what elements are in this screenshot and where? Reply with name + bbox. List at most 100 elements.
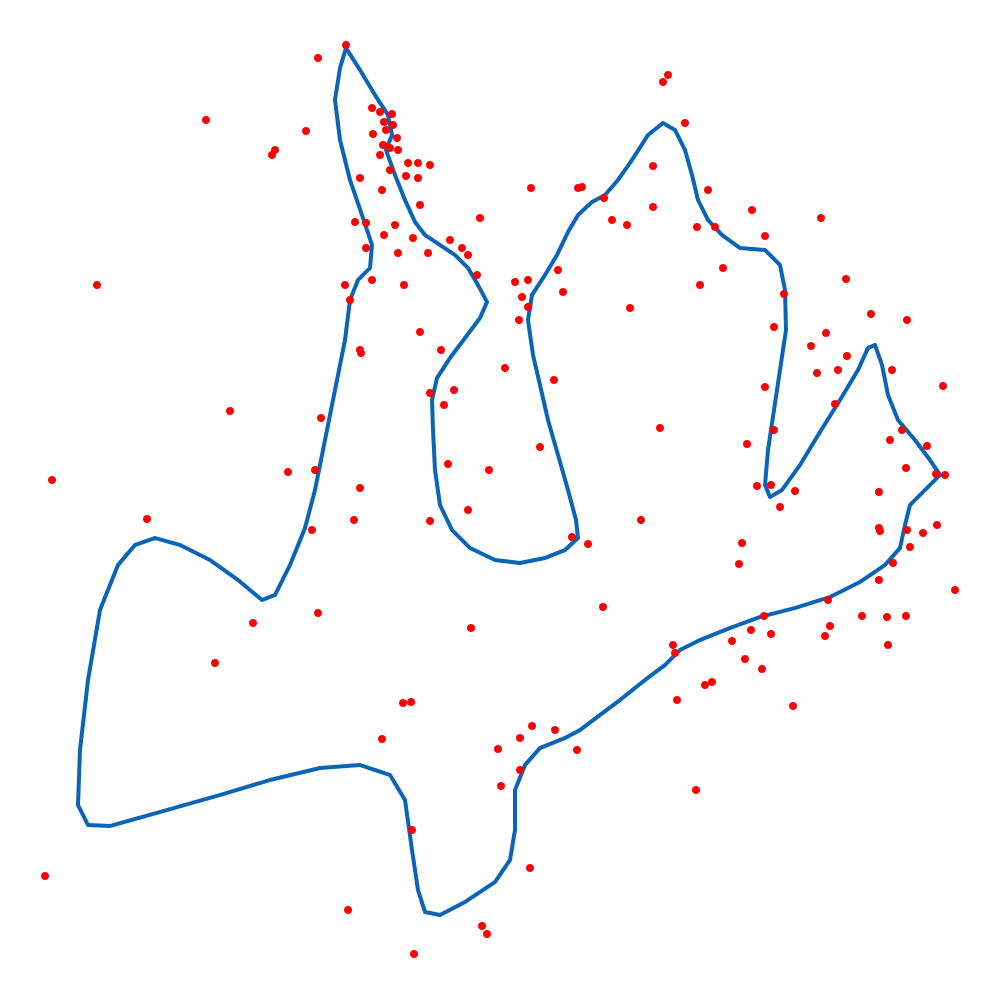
point [311,466,319,474]
point [559,288,567,296]
point [464,251,472,259]
point [524,303,532,311]
point [770,426,778,434]
point [494,745,502,753]
point [356,484,364,492]
point [884,641,892,649]
point [497,782,505,790]
point [249,619,257,627]
point [875,576,883,584]
point [761,383,769,391]
point [399,699,407,707]
point [748,206,756,214]
point [369,130,377,138]
point [346,296,354,304]
point [376,108,384,116]
point [867,310,875,318]
point [889,559,897,567]
point [268,151,276,159]
point [302,127,310,135]
point [876,527,884,535]
point [888,366,896,374]
point [791,487,799,495]
point [719,264,727,272]
point [464,506,472,514]
point [708,678,716,686]
point [886,436,894,444]
point [649,203,657,211]
point [789,702,797,710]
point [735,560,743,568]
point [821,632,829,640]
point [767,481,775,489]
point [501,364,509,372]
point [376,151,384,159]
point [767,630,775,638]
point [600,194,608,202]
point [143,515,151,523]
point [414,159,422,167]
point [933,521,941,529]
point [573,746,581,754]
point [743,440,751,448]
point [515,316,523,324]
point [554,266,562,274]
point [476,214,484,222]
point [485,466,493,474]
point [409,234,417,242]
point [692,786,700,794]
point [458,244,466,252]
point [843,352,851,360]
point [202,116,210,124]
point [599,603,607,611]
point [696,281,704,289]
point [776,503,784,511]
point [356,174,364,182]
point [671,649,679,657]
point [389,121,397,129]
point [314,609,322,617]
point [831,400,839,408]
point [649,162,657,170]
point [408,826,416,834]
point [368,104,376,112]
point [446,236,454,244]
point [704,186,712,194]
point [450,386,458,394]
point [424,249,432,257]
point [834,366,842,374]
point [516,766,524,774]
point [378,735,386,743]
point [568,533,576,541]
point [379,141,387,149]
point [842,275,850,283]
point [550,376,558,384]
point [473,271,481,279]
point [357,349,365,357]
point [817,214,825,222]
point [693,223,701,231]
point [400,281,408,289]
point [444,460,452,468]
point [382,126,390,134]
point [93,281,101,289]
point [386,144,394,152]
point [344,906,352,914]
point [362,219,370,227]
point [426,389,434,397]
point [656,424,664,432]
point [711,223,719,231]
point [524,276,532,284]
point [669,641,677,649]
point [728,637,736,645]
point [407,698,415,706]
point [527,184,535,192]
point [536,443,544,451]
point [342,41,350,49]
point [623,221,631,229]
point [932,470,940,478]
point [664,71,672,79]
point [528,722,536,730]
point [368,276,376,284]
